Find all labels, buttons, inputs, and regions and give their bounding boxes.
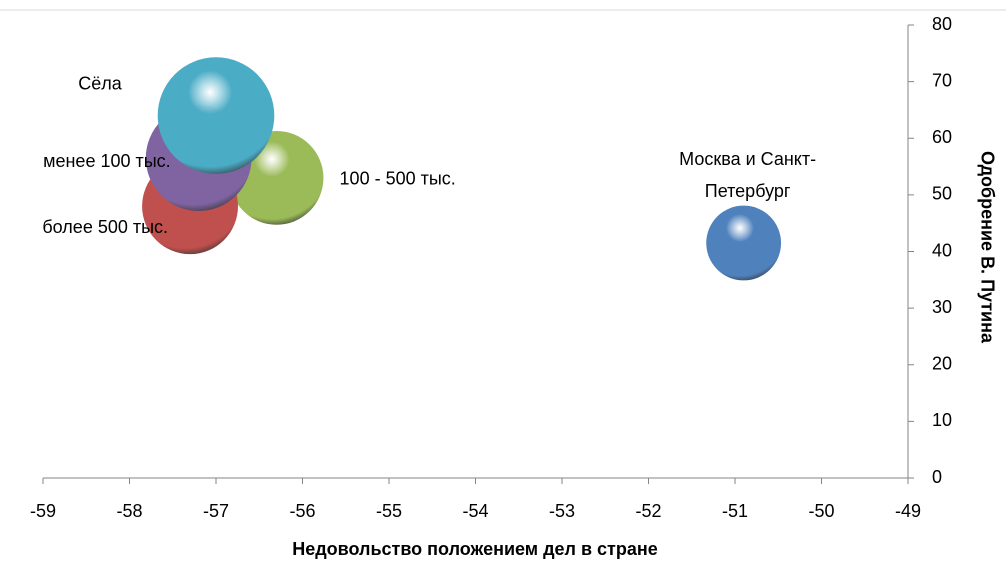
y-tick-label: 80 (932, 14, 952, 34)
data-label: Сёла (78, 73, 123, 93)
y-tick-label: 0 (932, 467, 942, 487)
y-tick-label: 30 (932, 297, 952, 317)
y-tick-label: 20 (932, 354, 952, 374)
x-tick-label: -51 (722, 501, 748, 521)
y-tick-label: 70 (932, 70, 952, 90)
bubble (706, 205, 782, 281)
x-tick-label: -57 (203, 501, 229, 521)
x-axis-title: Недовольство положением дел в стране (292, 539, 658, 559)
x-tick-label: -55 (376, 501, 402, 521)
x-tick-label: -49 (895, 501, 921, 521)
data-label: Москва и Санкт-Петербург (679, 149, 817, 201)
data-label: менее 100 тыс. (43, 151, 171, 171)
data-label: 100 - 500 тыс. (340, 169, 456, 189)
x-tick-label: -54 (462, 501, 488, 521)
y-tick-label: 60 (932, 127, 952, 147)
data-label: более 500 тыс. (42, 217, 168, 237)
x-tick-label: -56 (289, 501, 315, 521)
x-tick-label: -52 (635, 501, 661, 521)
x-tick-label: -50 (808, 501, 834, 521)
y-axis-title: Одобрение В. Путина (977, 151, 997, 344)
y-tick-label: 40 (932, 240, 952, 260)
y-tick-label: 50 (932, 184, 952, 204)
x-tick-label: -53 (549, 501, 575, 521)
bubble (157, 57, 275, 174)
x-tick-label: -58 (116, 501, 142, 521)
y-tick-label: 10 (932, 410, 952, 430)
x-tick-label: -59 (30, 501, 56, 521)
